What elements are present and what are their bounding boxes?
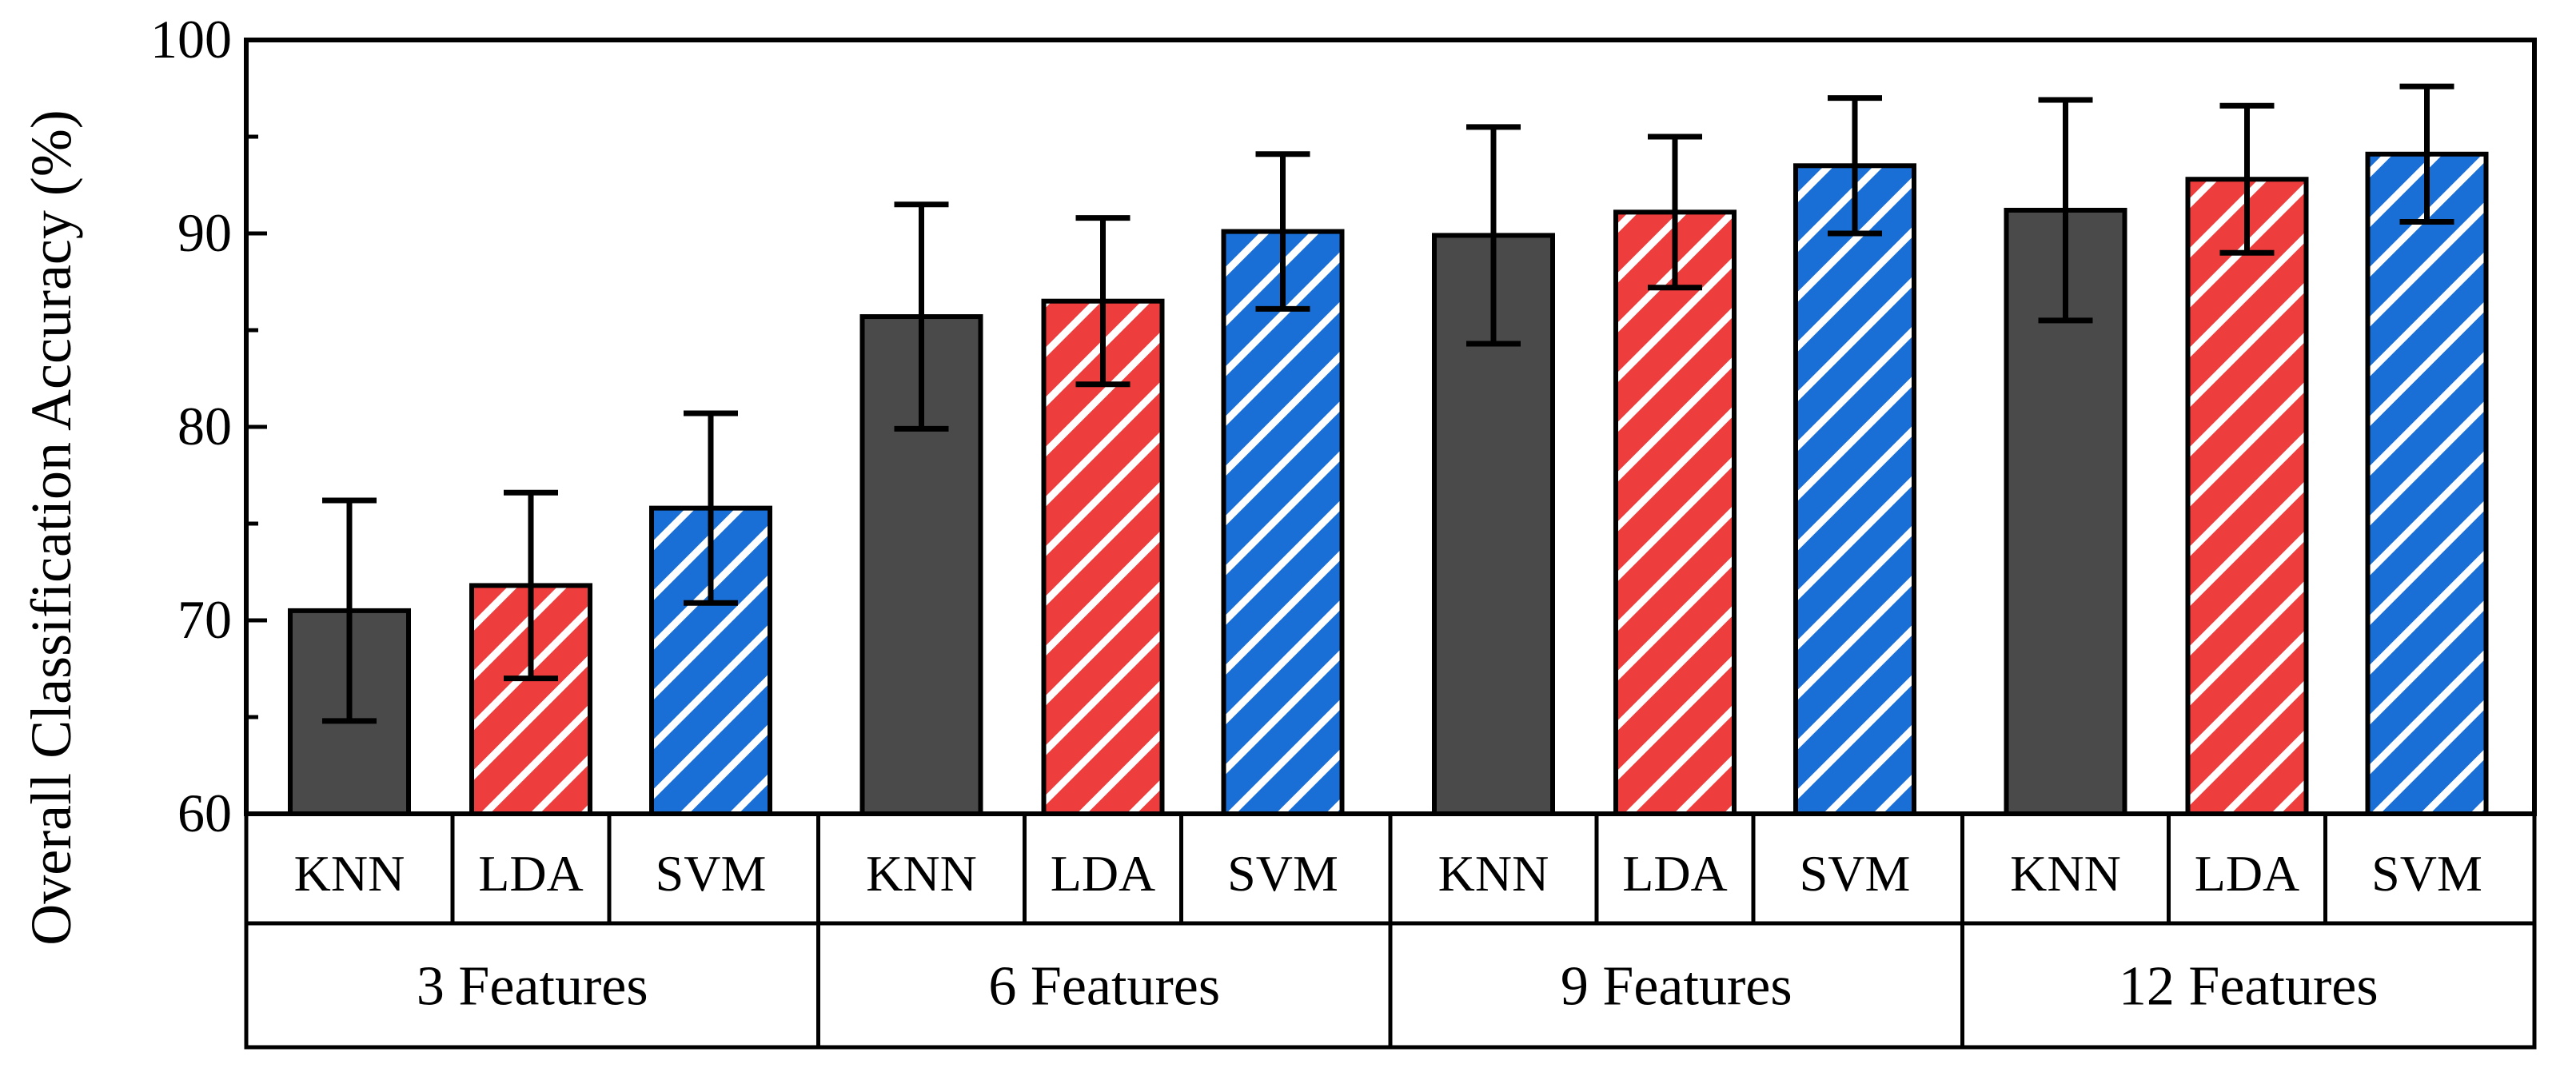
category-label: SVM [1800, 845, 1911, 902]
y-axis-ticks [246, 38, 267, 816]
bar-knn [859, 314, 983, 816]
group-label: 6 Features [988, 956, 1220, 1018]
category-label: KNN [1438, 845, 1549, 902]
bar-svm [2365, 151, 2489, 816]
category-label: KNN [866, 845, 977, 902]
category-label: SVM [656, 845, 767, 902]
y-tick-label: 90 [177, 202, 232, 263]
y-tick-labels: 60 70 80 90 100 [150, 9, 232, 843]
category-label: LDA [1622, 845, 1728, 902]
category-label: LDA [478, 845, 584, 902]
category-label: LDA [2195, 845, 2300, 902]
y-tick-label: 70 [177, 589, 232, 650]
group-label: 12 Features [2119, 956, 2379, 1018]
bar-svm [1793, 163, 1916, 817]
group-label: 3 Features [417, 956, 648, 1018]
bar-lda [1613, 209, 1737, 816]
y-axis-title: Overall Classification Accuracy (%) [19, 110, 83, 946]
group-labels: 3 Features 6 Features 9 Features 12 Feat… [417, 956, 2379, 1018]
y-tick-label: 60 [177, 783, 232, 843]
bar-svm [1221, 229, 1345, 816]
category-table [244, 811, 2537, 1050]
category-label: SVM [2371, 845, 2482, 902]
category-label: KNN [2010, 845, 2121, 902]
bar-lda [2185, 177, 2309, 817]
category-label: KNN [294, 845, 405, 902]
classifier-labels: KNN LDA SVM KNN LDA SVM KNN LDA SVM KNN … [294, 845, 2482, 902]
bars [288, 151, 2489, 817]
error-bars [322, 83, 2454, 724]
y-tick-label: 100 [150, 9, 232, 70]
category-label: SVM [1227, 845, 1338, 902]
y-tick-label: 80 [177, 396, 232, 456]
category-label: LDA [1051, 845, 1156, 902]
group-label: 9 Features [1561, 956, 1792, 1018]
